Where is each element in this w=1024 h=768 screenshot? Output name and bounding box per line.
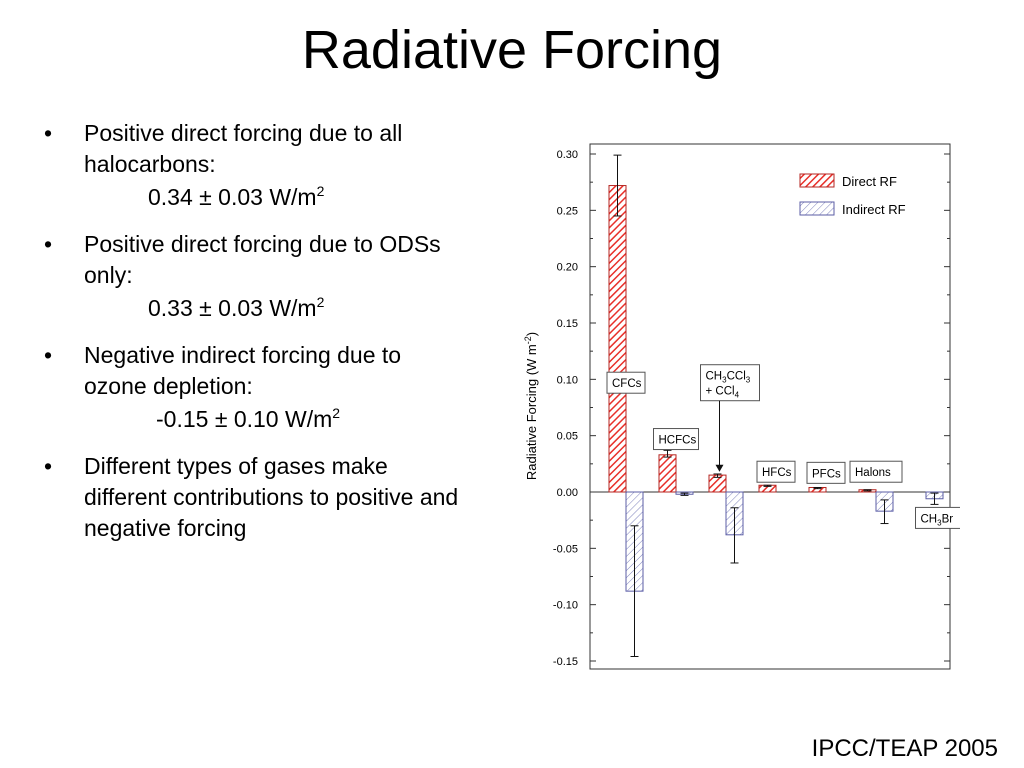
citation: IPCC/TEAP 2005 <box>811 735 998 762</box>
plot-area <box>589 143 951 670</box>
bullet-item: • Negative indirect forcing due to ozone… <box>40 340 460 435</box>
category-label-text: CH3Br <box>921 513 954 527</box>
category-label-text: HFCs <box>762 467 792 479</box>
category-label-box <box>756 460 796 483</box>
bullet-text: Positive direct forcing due to all haloc… <box>84 120 403 177</box>
bullet-item: • Positive direct forcing due to all hal… <box>40 118 460 213</box>
label-subscript: 3 <box>746 376 751 385</box>
category-label-box <box>606 371 646 394</box>
category-label: CFCs <box>606 371 646 394</box>
y-tick-label: 0.25 <box>557 205 578 217</box>
bar-direct-rf <box>608 185 627 493</box>
category-label-text: Halons <box>855 467 891 479</box>
bullet-text: Different types of gases make different … <box>84 453 459 541</box>
bullet-marker: • <box>44 342 53 368</box>
annotation-arrowhead <box>715 464 724 472</box>
label-segment: Halons <box>855 467 891 479</box>
bullet-text: Positive direct forcing due to ODSs only… <box>84 231 441 288</box>
bullet-value-text: 0.33 ± 0.03 W/m <box>148 295 317 321</box>
category-label-box <box>806 461 846 484</box>
label-segment: CH <box>706 371 723 383</box>
legend-swatch <box>799 173 835 188</box>
category-label-box <box>700 364 760 402</box>
y-axis-label-exponent: -2 <box>523 336 533 344</box>
category-label-box <box>915 506 960 529</box>
y-tick-label: 0.05 <box>557 431 578 443</box>
bullet-marker: • <box>44 453 53 479</box>
bullet-marker: • <box>44 120 53 146</box>
bullet-value-exponent: 2 <box>332 405 341 421</box>
category-label-text: HCFCs <box>659 435 697 447</box>
label-subscript: 3 <box>937 518 942 527</box>
bullet-item: • Positive direct forcing due to ODSs on… <box>40 229 460 324</box>
bullet-item: • Different types of gases make differen… <box>40 451 460 544</box>
label-segment: Br <box>942 513 954 525</box>
y-axis-label-close: ) <box>524 332 539 336</box>
y-tick-label: 0.30 <box>557 149 578 161</box>
bullet-value-exponent: 2 <box>316 294 325 310</box>
bullet-text: Negative indirect forcing due to ozone d… <box>84 342 402 399</box>
label-subscript: 4 <box>735 391 740 400</box>
bullet-value-text: -0.15 ± 0.10 W/m <box>156 406 333 432</box>
label-segment: CFCs <box>612 378 642 390</box>
legend-label: Indirect RF <box>842 202 906 217</box>
y-tick-label: 0.10 <box>557 374 578 386</box>
label-segment: + CCl <box>706 386 735 398</box>
y-axis-label-text: Radiative Forcing (W m <box>524 344 539 480</box>
bullet-value: 0.34 ± 0.03 W/m2 <box>84 182 460 213</box>
bar-direct-rf <box>658 454 677 493</box>
y-axis-label: Radiative Forcing (W m-2) <box>523 332 539 480</box>
y-tick-label: -0.10 <box>553 600 578 612</box>
category-label: CH3Br <box>915 506 960 529</box>
label-segment: HFCs <box>762 467 792 479</box>
label-segment: CCl <box>727 371 746 383</box>
radiative-forcing-chart: 0.30 0.25 0.20 0.15 0.10 0.05 0.00 -0.05 -0.10 -0… <box>523 143 960 670</box>
category-label-box <box>849 460 903 483</box>
bullet-value-text: 0.34 ± 0.03 W/m <box>148 184 317 210</box>
bullet-value-exponent: 2 <box>316 183 325 199</box>
category-label-text: CH3CCl3 <box>706 371 751 385</box>
category-label: PFCs <box>806 461 846 484</box>
legend-swatch <box>799 201 835 216</box>
label-subscript: 3 <box>722 376 727 385</box>
y-tick-label: 0.20 <box>557 262 578 274</box>
category-label-text: PFCs <box>812 468 841 480</box>
category-label: CH3CCl3+ CCl4 <box>700 364 760 472</box>
y-tick-label: 0.00 <box>557 487 578 499</box>
label-segment: PFCs <box>812 468 841 480</box>
label-segment: HCFCs <box>659 435 697 447</box>
label-segment: CH <box>921 513 938 525</box>
bullet-value: -0.15 ± 0.10 W/m2 <box>84 404 460 435</box>
legend-label: Direct RF <box>842 174 897 189</box>
y-tick-label: -0.05 <box>553 543 578 555</box>
y-tick-label: -0.15 <box>553 656 578 668</box>
bullet-marker: • <box>44 231 53 257</box>
category-label-text: CFCs <box>612 378 642 390</box>
category-label-box <box>653 428 699 451</box>
category-label: Halons <box>849 460 903 483</box>
bullet-value: 0.33 ± 0.03 W/m2 <box>84 293 460 324</box>
slide-title: Radiative Forcing <box>301 20 723 80</box>
category-label: HCFCs <box>653 428 699 451</box>
y-tick-label: 0.15 <box>557 318 578 330</box>
bullet-list: • Positive direct forcing due to all hal… <box>40 118 460 560</box>
category-label-text: + CCl4 <box>706 386 740 400</box>
category-label: HFCs <box>756 460 796 483</box>
